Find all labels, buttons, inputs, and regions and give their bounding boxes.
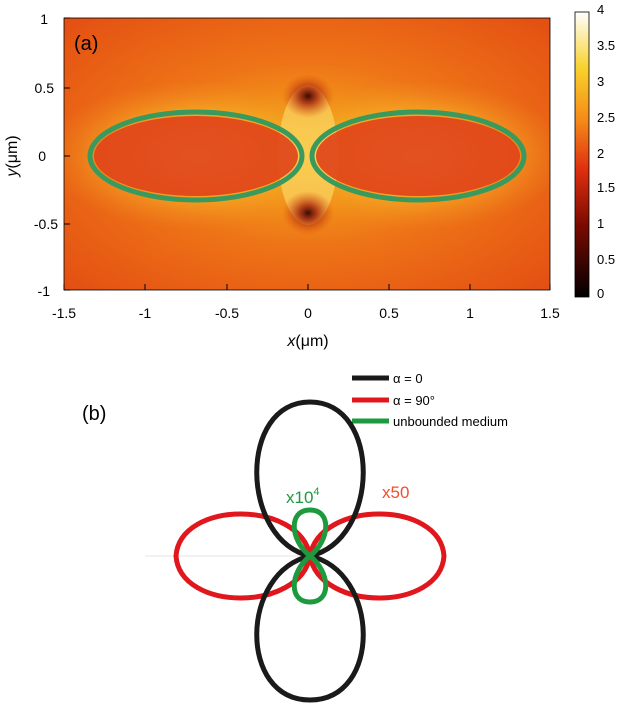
pattern-alpha-0: [254, 399, 366, 703]
colorbar-tick-label: 1: [597, 216, 604, 231]
colorbar-tick-label: 4: [597, 2, 604, 17]
pattern-alpha-90: [173, 511, 447, 601]
y-axis-ticks: 1 0.5 0 -0.5 -1: [34, 11, 70, 299]
pattern-unbounded: [291, 507, 329, 605]
colorbar-tick-label: 2: [597, 146, 604, 161]
y-tick-label: -1: [38, 283, 51, 299]
field-inner-right: [316, 116, 520, 196]
colorbar-tick-label: 0: [597, 286, 604, 301]
panel-b: (b) α = 0 α = 90° unbounded medium x104 …: [82, 371, 508, 703]
y-tick-label: 0: [38, 148, 46, 164]
y-axis-label: y(μm): [4, 135, 21, 177]
x-tick-label: 1: [466, 305, 474, 321]
colorbar-tick-label: 2.5: [597, 110, 615, 125]
panel-a-label: (a): [74, 33, 98, 55]
field-node-bottom: [282, 191, 334, 235]
y-tick-label: 0.5: [35, 80, 55, 96]
x-axis-label: x(μm): [286, 333, 328, 350]
x-tick-label: -1.5: [52, 305, 76, 321]
x-tick-label: 1.5: [540, 305, 560, 321]
panel-b-label: (b): [82, 403, 106, 425]
x-tick-label: -0.5: [215, 305, 239, 321]
legend-label-alpha-0: α = 0: [393, 371, 423, 386]
y-tick-label: -0.5: [34, 216, 58, 232]
field-map: [64, 18, 550, 290]
x-axis-ticks: -1.5 -1 -0.5 0 0.5 1 1.5: [52, 284, 560, 321]
legend-label-alpha-90: α = 90°: [393, 393, 435, 408]
y-tick-label: 1: [40, 11, 48, 27]
scale-label-alpha-90: x50: [382, 483, 409, 502]
field-node-top: [282, 74, 334, 118]
field-inner-left: [94, 116, 298, 196]
colorbar: 4 3.5 3 2.5 2 1.5 1 0.5 0: [574, 2, 615, 301]
colorbar-tick-label: 3: [597, 74, 604, 89]
x-tick-label: 0: [304, 305, 312, 321]
field-gap-hotspot: [278, 85, 338, 225]
colorbar-tick-label: 3.5: [597, 38, 615, 53]
ellipse-left-outline: [87, 109, 305, 203]
legend-label-unbounded: unbounded medium: [393, 414, 508, 429]
scale-label-unbounded: x104: [286, 486, 320, 507]
colorbar-tick-label: 1.5: [597, 180, 615, 195]
x-tick-label: 0.5: [379, 305, 399, 321]
colorbar-gradient: [574, 11, 590, 298]
panel-a: (a) -1.5 -1 -0.5 0 0.5 1 1.5 1 0.5 0 -0.…: [4, 2, 615, 350]
legend: α = 0 α = 90° unbounded medium: [352, 371, 508, 429]
colorbar-tick-label: 0.5: [597, 252, 615, 267]
x-tick-label: -1: [139, 305, 152, 321]
plot-frame: [63, 17, 551, 291]
ellipse-right-outline: [309, 109, 527, 203]
